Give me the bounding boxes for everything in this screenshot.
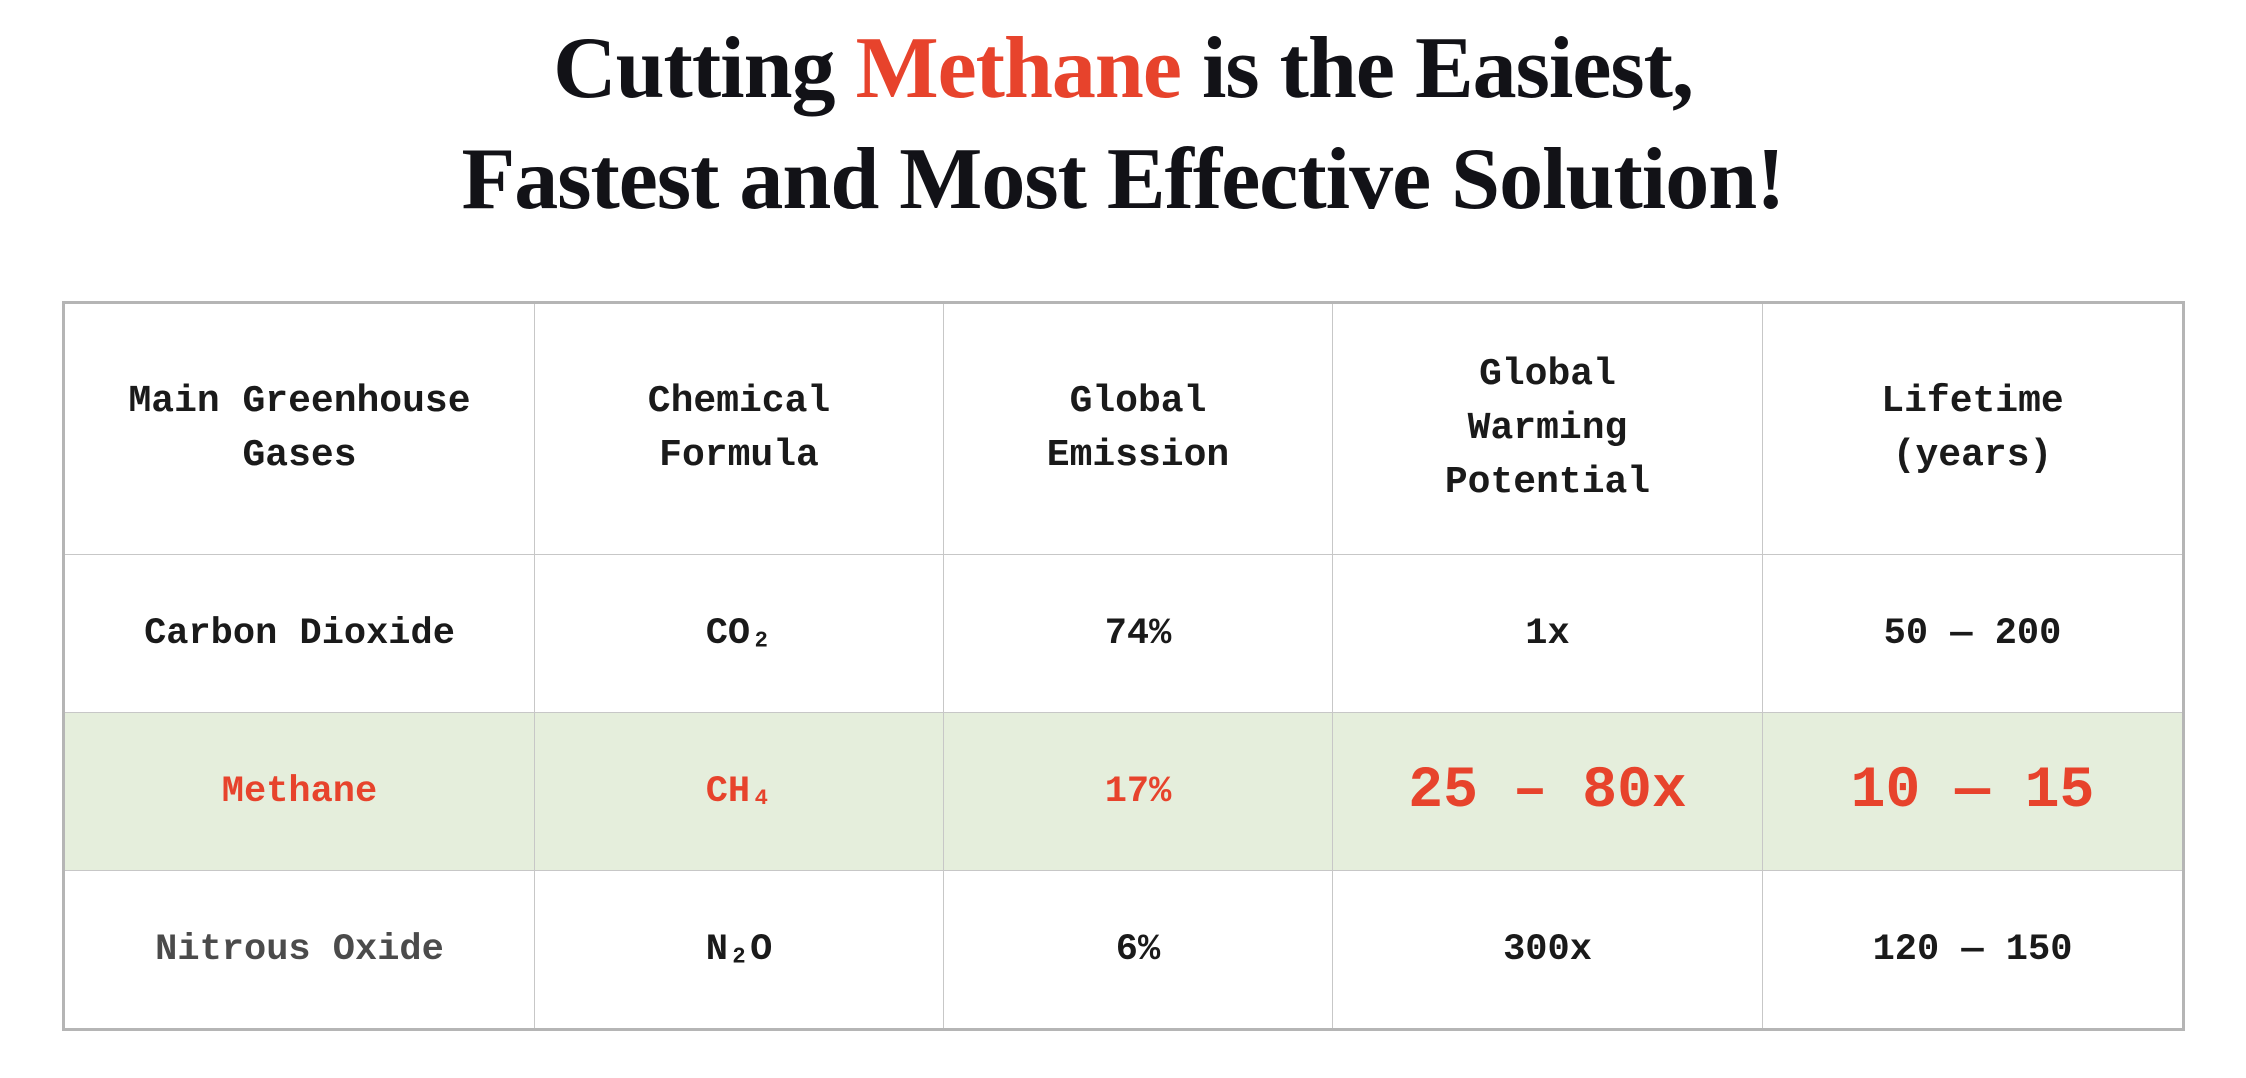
- header-global-emission: Global Emission: [943, 302, 1333, 555]
- cell-global-warming-potential: 300x: [1332, 870, 1763, 1030]
- row-carbon-dioxide: Carbon Dioxide CO₂ 74% 1x 50 — 200: [63, 554, 2184, 713]
- cell-chemical-formula: CO₂: [534, 554, 944, 713]
- header-main-greenhouse-gases: Main Greenhouse Gases: [63, 302, 535, 555]
- row-nitrous-oxide: Nitrous Oxide N₂O 6% 300x 120 — 150: [63, 870, 2184, 1030]
- cell-chemical-formula: CH₄: [534, 712, 944, 871]
- cell-lifetime: 10 — 15: [1762, 712, 2184, 871]
- title-line1-post: is the Easiest,: [1180, 20, 1694, 117]
- cell-gas-name: Carbon Dioxide: [63, 554, 535, 713]
- title-line1-highlight-methane: Methane: [855, 20, 1182, 117]
- greenhouse-gas-table-wrap: Main Greenhouse Gases Chemical Formula G…: [62, 301, 2185, 1031]
- title-line1-pre: Cutting: [553, 20, 856, 117]
- row-methane: Methane CH₄ 17% 25 – 80x 10 — 15: [63, 712, 2184, 871]
- header-chemical-formula: Chemical Formula: [534, 302, 944, 555]
- cell-lifetime: 120 — 150: [1762, 870, 2184, 1030]
- cell-lifetime: 50 — 200: [1762, 554, 2184, 713]
- cell-global-emission: 17%: [943, 712, 1333, 871]
- slide-title: Cutting Methane is the Easiest, Fastest …: [0, 14, 2246, 236]
- header-lifetime-years: Lifetime (years): [1762, 302, 2184, 555]
- cell-global-warming-potential: 25 – 80x: [1332, 712, 1763, 871]
- cell-chemical-formula: N₂O: [534, 870, 944, 1030]
- cell-gas-name: Nitrous Oxide: [63, 870, 535, 1030]
- header-global-warming-potential: Global Warming Potential: [1332, 302, 1763, 555]
- table-header-row: Main Greenhouse Gases Chemical Formula G…: [63, 302, 2184, 555]
- cell-global-emission: 74%: [943, 554, 1333, 713]
- title-line-1: Cutting Methane is the Easiest,: [0, 14, 2246, 125]
- cell-global-emission: 6%: [943, 870, 1333, 1030]
- greenhouse-gas-table: Main Greenhouse Gases Chemical Formula G…: [62, 301, 2185, 1031]
- title-line-2: Fastest and Most Effective Solution!: [461, 130, 1786, 228]
- cell-global-warming-potential: 1x: [1332, 554, 1763, 713]
- cell-gas-name: Methane: [63, 712, 535, 871]
